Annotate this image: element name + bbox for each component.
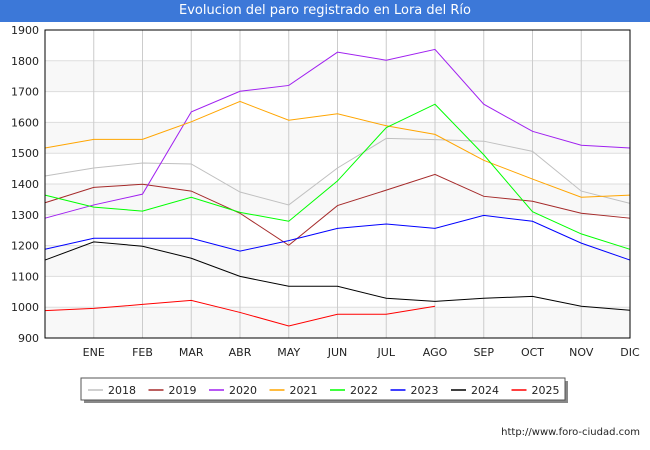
y-tick-label: 900	[18, 332, 39, 345]
y-tick-label: 1600	[11, 116, 39, 129]
y-tick-label: 1000	[11, 301, 39, 314]
series-line-2025	[44, 299, 436, 327]
y-tick-label: 1500	[11, 147, 39, 160]
plot-frame	[44, 29, 631, 339]
legend-label-2020: 2020	[229, 384, 257, 397]
y-tick-label: 1900	[11, 24, 39, 37]
series-line-2023	[44, 214, 631, 261]
x-tick-label: JUL	[377, 346, 396, 359]
legend-label-2025: 2025	[532, 384, 560, 397]
source-url: http://www.foro-ciudad.com	[501, 427, 640, 438]
x-tick-label: ABR	[229, 346, 252, 359]
series-line-2018	[44, 137, 631, 206]
x-tick-label: MAY	[277, 346, 300, 359]
y-tick-label: 1100	[11, 270, 39, 283]
y-tick-label: 1300	[11, 209, 39, 222]
x-tick-label: OCT	[521, 346, 544, 359]
y-tick-label: 1400	[11, 178, 39, 191]
x-tick-label: FEB	[132, 346, 153, 359]
legend-label-2022: 2022	[350, 384, 378, 397]
x-tick-label: AGO	[423, 346, 448, 359]
y-tick-label: 1200	[11, 240, 39, 253]
x-tick-label: DIC	[620, 346, 640, 359]
x-tick-label: JUN	[327, 346, 348, 359]
y-tick-label: 1800	[11, 55, 39, 68]
y-tick-label: 1700	[11, 86, 39, 99]
x-tick-label: MAR	[179, 346, 204, 359]
series-line-2019	[44, 173, 631, 246]
legend-label-2018: 2018	[108, 384, 136, 397]
legend-label-2024: 2024	[471, 384, 499, 397]
x-tick-label: ENE	[83, 346, 105, 359]
legend-box	[80, 377, 566, 401]
x-tick-label: NOV	[569, 346, 594, 359]
legend-label-2019: 2019	[169, 384, 197, 397]
series-line-2021	[44, 100, 631, 198]
x-tick-label: SEP	[473, 346, 494, 359]
legend-label-2023: 2023	[411, 384, 439, 397]
chart-title: Evolucion del paro registrado en Lora de…	[0, 0, 650, 22]
legend-label-2021: 2021	[290, 384, 318, 397]
series-line-2024	[44, 241, 631, 311]
series-line-2022	[44, 103, 631, 250]
series-line-2020	[44, 48, 631, 219]
